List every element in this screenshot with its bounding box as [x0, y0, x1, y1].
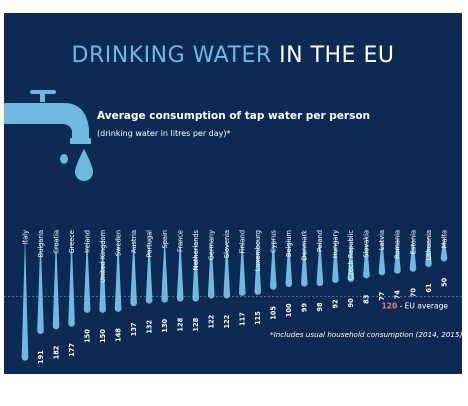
value-label: 132 [145, 319, 153, 333]
drop-bar [207, 235, 215, 299]
drop-bar [114, 235, 122, 312]
drop-bar [192, 235, 200, 302]
value-label: 150 [99, 329, 107, 343]
chart-subtitle: Average consumption of tap water per per… [97, 110, 371, 122]
country-label: Portugal [145, 230, 153, 257]
value-label: 128 [192, 317, 200, 331]
headline: DRINKING WATER IN THE EU [4, 43, 462, 68]
value-label: 99 [301, 303, 309, 313]
country-label: Estonia [409, 230, 417, 254]
eu-average-text: EU average [405, 302, 449, 311]
value-label: 177 [68, 343, 76, 357]
country-label: Belgium [285, 230, 293, 257]
drop-bar [316, 235, 324, 287]
country-label: Germany [208, 230, 216, 260]
drop-bar [425, 235, 432, 268]
country-label: United Kingdom [99, 230, 107, 283]
value-label: 90 [347, 298, 355, 308]
drop-bar [238, 235, 246, 296]
drop-bar [145, 235, 153, 304]
value-label: 150 [83, 329, 91, 343]
country-label: Czech Republic [347, 230, 355, 281]
drop-bar [440, 235, 448, 262]
value-label: 61 [425, 283, 433, 293]
drop-bar [363, 235, 370, 279]
drop-bar [37, 235, 44, 334]
country-label: Austria [130, 230, 138, 253]
faucet-icon [4, 90, 93, 181]
drop-bar [347, 235, 355, 282]
drop-bar [223, 235, 231, 299]
eu-average-label: 120 - EU average [382, 302, 449, 311]
country-label: Slovenia [223, 230, 231, 258]
value-label: 137 [130, 322, 138, 336]
drop-bar [301, 235, 308, 287]
country-label: Finland [239, 230, 247, 254]
footnote: *Includes usual household consumption (2… [270, 330, 462, 339]
value-label: 83 [363, 294, 371, 304]
country-label: Netherlands [192, 229, 200, 270]
value-label: 70 [409, 288, 417, 298]
country-label: France [176, 230, 184, 252]
eu-average-value: 120 [382, 302, 398, 311]
country-label: Greece [68, 230, 76, 253]
country-label: Slovakia [363, 230, 371, 258]
country-label: Bulgaria [37, 230, 45, 257]
drop-bar [52, 235, 60, 330]
value-label: 77 [378, 291, 386, 301]
drop-bar [21, 235, 29, 361]
value-label: 92 [332, 299, 340, 309]
drop-bar [68, 235, 75, 327]
drop-bar [176, 235, 184, 302]
country-label: Ireland [83, 230, 91, 253]
country-label: Italy [21, 230, 29, 244]
headline-part1: DRINKING WATER [71, 43, 272, 68]
drop-bar [378, 235, 386, 276]
value-label: 115 [254, 311, 262, 325]
value-label: 191 [37, 350, 45, 364]
drop-bar [130, 235, 137, 307]
drop-bar [161, 235, 168, 303]
drop-bar [394, 235, 401, 274]
drop-bar [254, 235, 262, 295]
drop-bar [409, 235, 417, 272]
value-label: 105 [270, 306, 278, 320]
value-label: 128 [176, 317, 184, 331]
country-label: Malta [440, 230, 448, 248]
country-label: Sweden [114, 230, 122, 256]
country-label: Romania [394, 230, 402, 259]
drop-bar [83, 235, 91, 313]
country-label: Spain [161, 230, 169, 248]
value-label: 50 [440, 277, 448, 287]
drops-group: Italy243Bulgaria191Croatia182Greece177Ir… [21, 229, 448, 364]
infographic-panel: DRINKING WATER IN THE EU Average consump… [4, 13, 462, 374]
country-label: Luxembourg [254, 230, 262, 271]
drop-bar [269, 235, 277, 290]
country-label: Lithuania [425, 230, 433, 261]
drop-bar [99, 235, 106, 313]
country-label: Denmark [301, 230, 309, 260]
country-label: Poland [316, 230, 324, 252]
value-label: 100 [285, 303, 293, 317]
eu-average-separator: - [397, 302, 404, 311]
value-label: 148 [114, 328, 122, 342]
country-label: Cyprus [270, 229, 278, 253]
country-label: Croatia [52, 230, 60, 254]
drop-bar [285, 235, 293, 288]
value-label: 182 [52, 345, 60, 359]
drop-bar [332, 235, 339, 284]
value-label: 122 [223, 314, 231, 328]
value-label: 122 [208, 314, 216, 328]
country-label: Latvia [378, 230, 386, 250]
value-label: 117 [239, 312, 247, 326]
country-label: Hungary [332, 230, 340, 258]
headline-part2: IN THE EU [279, 43, 395, 68]
value-label: 98 [316, 302, 324, 312]
drop-bar-chart: Italy243Bulgaria191Croatia182Greece177Ir… [4, 229, 462, 364]
value-label: 130 [161, 318, 169, 332]
chart-unit-note: (drinking water in litres per day)* [97, 129, 231, 138]
value-label: 74 [394, 290, 402, 300]
